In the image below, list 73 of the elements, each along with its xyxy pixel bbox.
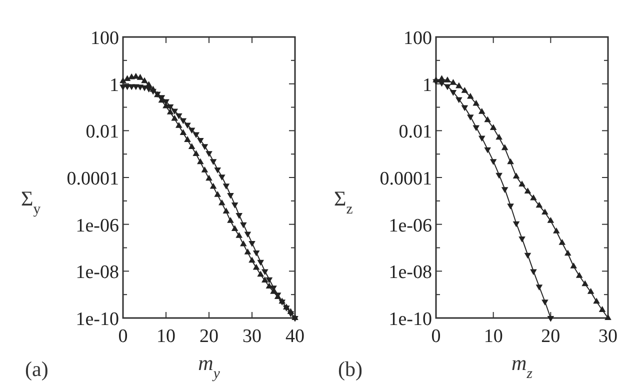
- point: [240, 240, 247, 246]
- point: [257, 260, 264, 266]
- x-tick-label: 40: [286, 326, 304, 347]
- point: [210, 182, 217, 189]
- point: [236, 213, 242, 219]
- point: [257, 270, 264, 277]
- point: [227, 192, 234, 199]
- x-tick-label: 0: [118, 326, 128, 347]
- point: [197, 138, 204, 144]
- point: [248, 256, 256, 263]
- y-tick-label: 0.01: [86, 122, 119, 143]
- text: (b): [338, 357, 362, 381]
- x-tick-label: 10: [156, 326, 176, 347]
- point: [252, 264, 260, 270]
- point: [184, 122, 191, 129]
- point: [192, 150, 200, 156]
- y-tick-label: 0.0001: [380, 168, 432, 190]
- point: [222, 184, 230, 190]
- point: [218, 199, 226, 206]
- point: [171, 108, 178, 115]
- point: [231, 202, 238, 208]
- x-tick-label: 20: [200, 326, 218, 347]
- x-axis-title: m$_{z}$: [512, 351, 533, 382]
- x-tick-label: 0: [431, 326, 441, 347]
- point: [214, 168, 221, 174]
- point: [180, 129, 187, 136]
- point: [180, 118, 187, 124]
- y-tick-label: 1e-08: [76, 262, 119, 284]
- point: [210, 159, 217, 166]
- point: [227, 216, 234, 223]
- point: [262, 276, 268, 282]
- y-axis-title: Σ$_{z}$: [334, 186, 354, 218]
- point: [214, 191, 221, 197]
- y-axis-title: Σ$_{y}$: [21, 186, 42, 218]
- x-axis-title: m$_{y}$: [198, 351, 220, 382]
- y-tick-label: 1e-10: [388, 309, 432, 330]
- point: [236, 232, 242, 238]
- point: [244, 248, 252, 254]
- point: [150, 88, 156, 95]
- point: [188, 128, 196, 134]
- point: [188, 143, 196, 149]
- point: [192, 132, 200, 138]
- x-tick-label: 30: [242, 326, 262, 347]
- y-tick-label: 1e-06: [76, 215, 119, 236]
- point: [240, 222, 247, 228]
- point: [252, 250, 260, 256]
- point: [244, 232, 252, 238]
- point: [206, 174, 212, 181]
- x-tick-label: 30: [598, 326, 618, 347]
- point: [201, 144, 208, 150]
- point: [222, 208, 230, 214]
- y-tick-label: 0.01: [398, 122, 432, 143]
- y-tick-label: 100: [404, 28, 432, 49]
- point: [201, 166, 208, 172]
- x-tick-label: 10: [484, 326, 503, 347]
- y-tick-label: 1: [110, 74, 119, 96]
- y-tick-label: 100: [90, 28, 119, 49]
- y-tick-label: 1: [422, 74, 432, 96]
- text: (a): [25, 357, 48, 381]
- y-tick-label: 0.0001: [66, 168, 119, 190]
- point: [176, 113, 182, 120]
- y-tick-label: 1e-06: [388, 215, 432, 236]
- point: [197, 158, 204, 164]
- point: [231, 225, 238, 231]
- point: [145, 86, 152, 92]
- point: [206, 151, 212, 158]
- y-tick-label: 1e-08: [388, 262, 432, 284]
- x-tick-label: 20: [541, 326, 560, 347]
- point: [184, 136, 191, 142]
- point: [248, 241, 256, 247]
- y-tick-label: 1e-10: [76, 309, 119, 330]
- point: [218, 174, 226, 180]
- point: [166, 104, 174, 110]
